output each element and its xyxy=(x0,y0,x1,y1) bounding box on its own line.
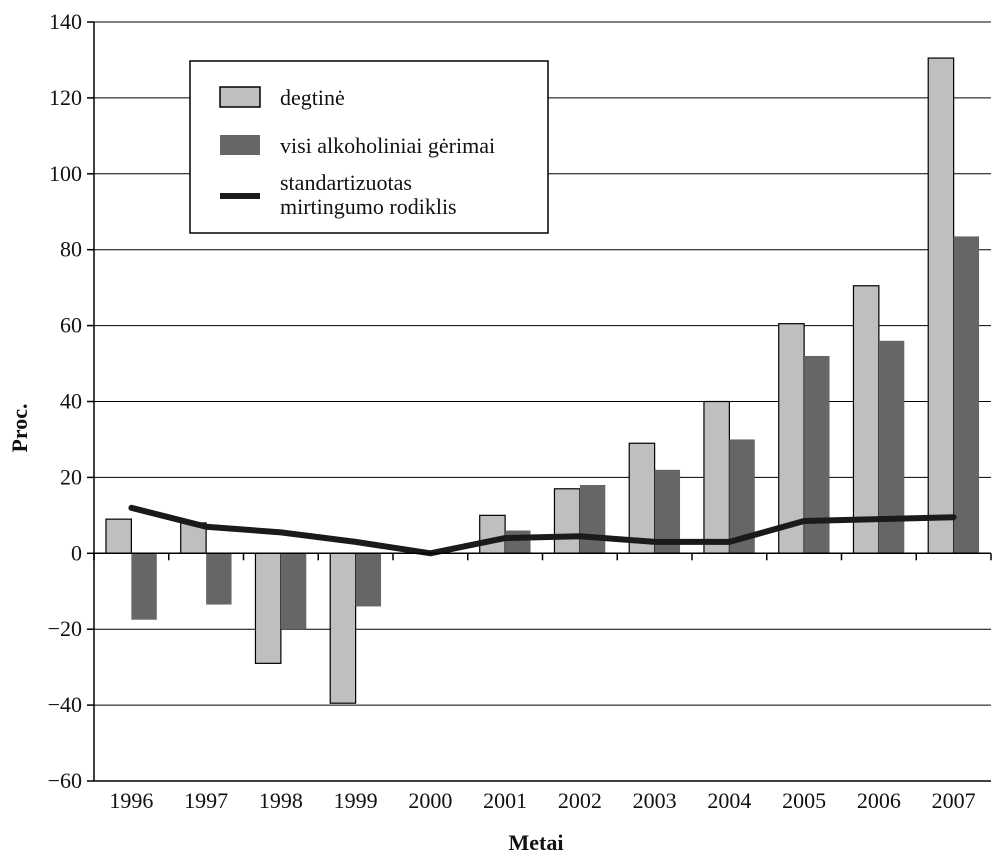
y-tick-label: 40 xyxy=(60,389,82,414)
bar-degtine xyxy=(703,400,730,554)
y-tick-label: 100 xyxy=(49,161,82,186)
bar-all-alcohol xyxy=(355,553,382,607)
legend: degtinė visi alkoholiniai gėrimai standa… xyxy=(189,60,549,234)
y-axis-title: Proc. xyxy=(7,403,32,452)
x-tick-label: 2007 xyxy=(932,788,976,813)
y-tick-label: 20 xyxy=(60,464,82,489)
bar-all-alcohol xyxy=(579,484,606,554)
x-tick-label: 2005 xyxy=(782,788,826,813)
x-tick-label: 1998 xyxy=(259,788,303,813)
y-tick-label: 0 xyxy=(71,540,82,565)
y-tick-label: 120 xyxy=(49,85,82,110)
x-tick-label: 2006 xyxy=(857,788,901,813)
x-tick-label: 2000 xyxy=(408,788,452,813)
y-tick-label: −40 xyxy=(48,692,82,717)
y-tick-labels: 140 120 100 80 60 40 20 0 −20 −40 −60 xyxy=(48,9,82,793)
x-tick-label: 1996 xyxy=(109,788,153,813)
legend-label-all-alcohol: visi alkoholiniai gėrimai xyxy=(280,133,495,158)
y-tick-label: 60 xyxy=(60,313,82,338)
bar-all-alcohol xyxy=(505,530,531,554)
bar-degtine xyxy=(553,488,581,554)
bar-degtine xyxy=(329,552,357,704)
y-tick-label: −60 xyxy=(48,768,82,793)
bar-degtine xyxy=(105,518,132,554)
x-axis-title: Metai xyxy=(509,830,564,855)
legend-label-mortality: standartizuotas xyxy=(280,170,412,195)
bar-degtine xyxy=(628,442,656,554)
x-tick-label: 2003 xyxy=(633,788,677,813)
bar-degtine xyxy=(778,323,805,554)
legend-label-mortality-line2: mirtingumo rodiklis xyxy=(280,194,457,219)
bar-all-alcohol xyxy=(280,553,307,630)
bar-degtine xyxy=(927,57,955,554)
bar-degtine xyxy=(852,285,880,554)
x-tick-label: 2002 xyxy=(558,788,602,813)
bar-degtine xyxy=(479,514,506,554)
legend-swatch-degtine xyxy=(219,86,261,108)
x-tick-label: 1997 xyxy=(184,788,228,813)
x-tick-label: 1999 xyxy=(334,788,378,813)
x-tick-label: 2004 xyxy=(707,788,751,813)
x-tick-label: 2001 xyxy=(483,788,527,813)
x-tick-labels: 1996 1997 1998 1999 2000 2001 2002 2003 2004 2005… xyxy=(109,788,975,813)
legend-swatch-all-alcohol xyxy=(220,135,260,155)
bar-all-alcohol xyxy=(206,553,232,605)
axes xyxy=(87,21,992,782)
mortality-line xyxy=(128,504,957,557)
legend-label-degtine: degtinė xyxy=(280,85,345,110)
bar-all-alcohol xyxy=(131,553,157,620)
y-tick-label: 80 xyxy=(60,237,82,262)
y-tick-label: −20 xyxy=(48,616,82,641)
bar-all-alcohol xyxy=(953,236,980,554)
bar-degtine xyxy=(254,552,282,664)
y-tick-label: 140 xyxy=(49,9,82,34)
